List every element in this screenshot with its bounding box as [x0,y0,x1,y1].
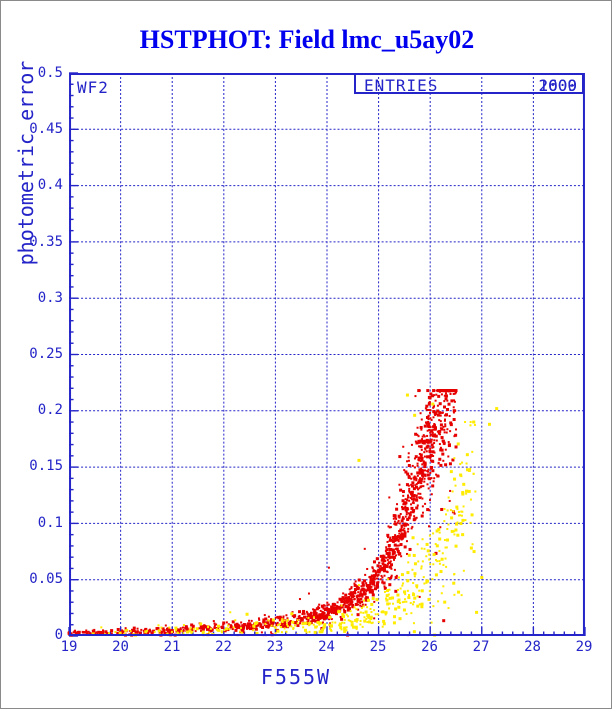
entries-label: ENTRIES [364,76,439,95]
x-tick-label: 23 [266,639,284,655]
y-tick-label: 0 [54,627,63,643]
y-tick-label: 0.5 [37,65,63,81]
page-title: HSTPHOT: Field lmc_u5ay02 [139,25,475,54]
entries-count-primary: 2000 [538,76,577,95]
x-tick-label: 26 [421,639,438,655]
x-axis-title: F555W [260,665,332,689]
x-tick-label: 28 [524,639,541,655]
x-tick-label: 25 [369,639,387,655]
red-points [67,389,458,637]
entries-box: ENTRIES 2000 1609 [354,73,584,95]
gridlines [69,73,585,636]
y-tick-label: 0.35 [29,233,63,250]
y-tick-label: 0.2 [37,402,63,419]
x-tick-label: 21 [163,639,181,655]
x-tick-label: 27 [472,639,490,655]
x-tick-label: 19 [60,639,78,655]
y-tick-label: 0.05 [29,570,63,587]
y-tick-label: 0.25 [29,346,63,362]
x-tick-label: 29 [575,639,593,655]
x-tick-label: 20 [112,639,129,655]
scatter-plot-canvas [67,72,586,637]
y-tick-label: 0.15 [29,458,63,475]
x-tick-label: 24 [318,639,335,655]
y-tick-label: 0.45 [29,121,63,138]
y-tick-label: 0.3 [37,289,63,306]
x-tick-label: 22 [215,639,232,655]
entries-count-secondary: 1609 [538,76,577,95]
yellow-points [91,393,499,637]
plot-border [69,73,585,636]
y-tick-label: 0.1 [37,514,63,531]
y-tick-label: 0.4 [37,177,63,194]
chip-label: WF2 [77,78,109,97]
